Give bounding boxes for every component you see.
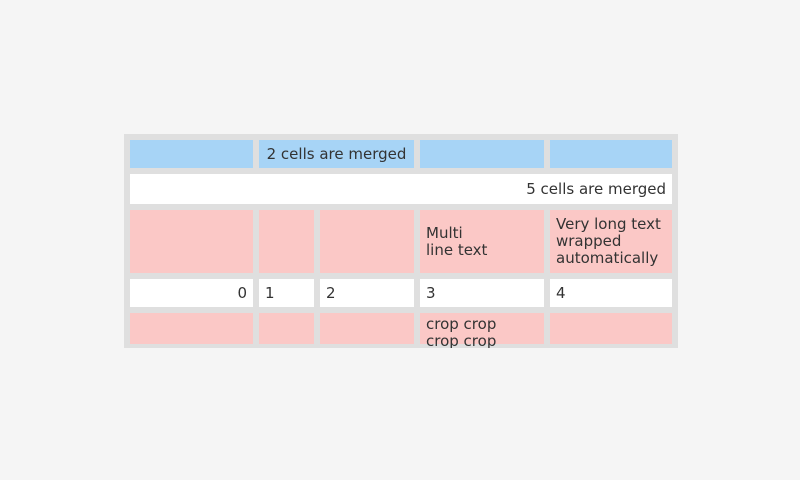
auto-wrap-text-cell: Very long text wrapped automatically bbox=[550, 210, 672, 273]
number-cell-1: 1 bbox=[259, 279, 314, 307]
demo-table: 2 cells are merged 5 cells are merged Mu… bbox=[124, 134, 678, 348]
number-cell-3: 3 bbox=[420, 279, 544, 307]
table-row-blue: 2 cells are merged bbox=[130, 140, 672, 168]
pink-cell-2 bbox=[259, 210, 314, 273]
number-cell-0: 0 bbox=[130, 279, 253, 307]
blue-cell-4 bbox=[550, 140, 672, 168]
pink-cell-4 bbox=[130, 313, 253, 344]
table-row-merged-5: 5 cells are merged bbox=[130, 174, 672, 204]
pink-cell-6 bbox=[320, 313, 414, 344]
pink-cell-5 bbox=[259, 313, 314, 344]
table-row-numbers: 0 1 2 3 4 bbox=[130, 279, 672, 307]
blue-cell-3 bbox=[420, 140, 544, 168]
number-cell-2: 2 bbox=[320, 279, 414, 307]
merged-2-cols-cell: 2 cells are merged bbox=[259, 140, 414, 168]
pink-cell-7 bbox=[550, 313, 672, 344]
pink-cell-1 bbox=[130, 210, 253, 273]
table-row-pink-tall: Multi line text Very long text wrapped a… bbox=[130, 210, 672, 273]
number-cell-4: 4 bbox=[550, 279, 672, 307]
multiline-text-cell: Multi line text bbox=[420, 210, 544, 273]
merged-5-cols-cell: 5 cells are merged bbox=[130, 174, 672, 204]
crop-clip-box: crop crop crop crop bbox=[426, 316, 538, 349]
table-grid: 2 cells are merged 5 cells are merged Mu… bbox=[124, 134, 678, 348]
pink-cell-3 bbox=[320, 210, 414, 273]
table-row-cropped: crop crop crop crop bbox=[130, 313, 672, 349]
blue-cell-1 bbox=[130, 140, 253, 168]
crop-text: crop crop crop crop bbox=[426, 315, 497, 349]
cropped-text-cell: crop crop crop crop bbox=[420, 313, 544, 349]
